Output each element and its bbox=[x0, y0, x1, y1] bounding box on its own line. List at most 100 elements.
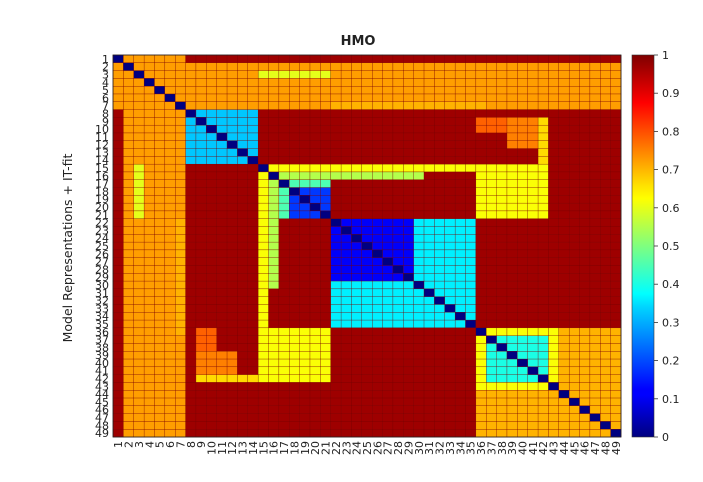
heatmap-cell bbox=[600, 148, 611, 157]
heatmap-cell bbox=[372, 218, 383, 227]
heatmap-cell bbox=[299, 101, 311, 110]
heatmap-cell bbox=[206, 413, 217, 422]
heatmap-cell bbox=[382, 109, 394, 118]
heatmap-cell bbox=[320, 163, 331, 173]
heatmap-cell bbox=[600, 86, 611, 95]
heatmap-cell bbox=[382, 202, 394, 212]
heatmap-cell bbox=[454, 249, 466, 258]
heatmap-cell bbox=[372, 54, 383, 64]
heatmap-cell bbox=[216, 54, 228, 64]
heatmap-cell bbox=[444, 54, 456, 64]
heatmap-cell bbox=[268, 273, 280, 282]
heatmap-cell bbox=[175, 62, 186, 71]
heatmap-cell bbox=[496, 351, 508, 360]
heatmap-cell bbox=[206, 140, 217, 149]
heatmap-cell bbox=[496, 86, 508, 95]
heatmap-cell bbox=[475, 62, 487, 71]
heatmap-cell bbox=[185, 327, 197, 336]
heatmap-cell bbox=[454, 312, 466, 321]
heatmap-cell bbox=[309, 109, 321, 118]
heatmap-cell bbox=[309, 218, 321, 227]
heatmap-cell bbox=[309, 257, 321, 266]
heatmap-cell bbox=[226, 195, 238, 204]
heatmap-cell bbox=[548, 226, 560, 235]
heatmap-cell bbox=[454, 319, 466, 329]
heatmap-cell bbox=[195, 156, 207, 165]
heatmap-cell bbox=[558, 421, 570, 430]
heatmap-cell bbox=[506, 70, 518, 79]
heatmap-cell bbox=[517, 382, 528, 391]
heatmap-cell bbox=[237, 234, 249, 243]
heatmap-cell bbox=[143, 179, 155, 188]
heatmap-cell bbox=[351, 109, 363, 118]
heatmap-cell bbox=[351, 187, 363, 196]
heatmap-cell bbox=[195, 296, 207, 305]
heatmap-cell bbox=[579, 171, 591, 181]
heatmap-cell bbox=[143, 202, 155, 212]
heatmap-cell bbox=[579, 187, 591, 196]
heatmap-cell bbox=[558, 101, 570, 110]
heatmap-cell bbox=[434, 257, 446, 266]
heatmap-cell bbox=[278, 241, 290, 251]
heatmap-cell bbox=[309, 171, 321, 181]
heatmap-cell bbox=[112, 179, 124, 188]
heatmap-cell bbox=[454, 70, 466, 79]
heatmap-cell bbox=[185, 397, 197, 407]
heatmap-cell bbox=[382, 351, 394, 360]
heatmap-cell bbox=[143, 288, 155, 297]
heatmap-cell bbox=[548, 429, 560, 438]
heatmap-cell bbox=[164, 210, 176, 219]
heatmap-cell bbox=[475, 218, 487, 227]
heatmap-cell bbox=[299, 86, 311, 95]
x-tick-label: 46 bbox=[579, 441, 592, 455]
heatmap-cell bbox=[185, 124, 197, 134]
heatmap-cell bbox=[506, 382, 518, 391]
heatmap-cell bbox=[361, 312, 373, 321]
heatmap-cell bbox=[372, 202, 383, 212]
heatmap-cell bbox=[320, 148, 331, 157]
heatmap-cell bbox=[475, 241, 487, 251]
heatmap-cell bbox=[289, 397, 300, 407]
heatmap-cell bbox=[133, 390, 145, 399]
heatmap-cell bbox=[185, 195, 197, 204]
heatmap-cell bbox=[226, 280, 238, 290]
heatmap-cell bbox=[444, 62, 456, 71]
heatmap-cell bbox=[299, 397, 311, 407]
heatmap-cell bbox=[175, 249, 186, 258]
heatmap-cell bbox=[247, 429, 259, 438]
heatmap-cell bbox=[195, 366, 207, 375]
heatmap-cell bbox=[413, 226, 425, 235]
heatmap-cell bbox=[175, 226, 186, 235]
heatmap-cell bbox=[216, 280, 228, 290]
heatmap-cell bbox=[185, 202, 197, 212]
heatmap-cell bbox=[216, 195, 228, 204]
heatmap-cell bbox=[154, 101, 166, 110]
heatmap-cell bbox=[330, 390, 342, 399]
heatmap-cell bbox=[579, 132, 591, 142]
heatmap-cell bbox=[444, 390, 456, 399]
heatmap-cell bbox=[123, 86, 135, 95]
heatmap-cell bbox=[537, 156, 549, 165]
heatmap-cell bbox=[610, 304, 622, 313]
heatmap-cell bbox=[309, 54, 321, 64]
heatmap-cell bbox=[589, 179, 601, 188]
heatmap-cell bbox=[496, 109, 508, 118]
heatmap-cell bbox=[496, 124, 508, 134]
heatmap-cell bbox=[289, 335, 300, 344]
heatmap-cell bbox=[548, 351, 560, 360]
heatmap-cell bbox=[289, 78, 300, 87]
heatmap-cell bbox=[392, 335, 404, 344]
heatmap-cell bbox=[475, 202, 487, 212]
heatmap-cell bbox=[392, 163, 404, 173]
heatmap-cell bbox=[226, 343, 238, 352]
heatmap-cell bbox=[247, 78, 259, 87]
heatmap-cell bbox=[216, 351, 228, 360]
heatmap-cell bbox=[382, 421, 394, 430]
heatmap-cell bbox=[309, 202, 321, 212]
heatmap-cell bbox=[175, 382, 186, 391]
heatmap-cell bbox=[403, 140, 414, 149]
heatmap-cell bbox=[589, 296, 601, 305]
heatmap-cell bbox=[517, 241, 528, 251]
heatmap-cell bbox=[299, 382, 311, 391]
heatmap-cell bbox=[112, 413, 124, 422]
